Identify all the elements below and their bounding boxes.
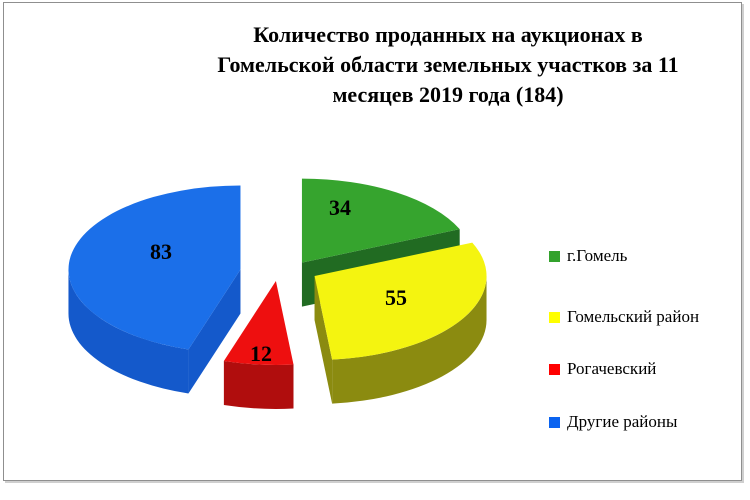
chart-title-line-2: Гомельской области земельных участков за… bbox=[217, 52, 679, 77]
slice-value-label: 55 bbox=[385, 285, 407, 310]
chart-title-line-3: месяцев 2019 года (184) bbox=[332, 82, 564, 107]
pie-slice-1 bbox=[314, 242, 487, 404]
slice-top bbox=[314, 242, 487, 360]
chart-title-line-1: Количество проданных на аукционах в bbox=[253, 22, 643, 47]
slice-rim bbox=[68, 269, 189, 394]
slice-value-label: 34 bbox=[329, 195, 351, 220]
slice-value-label: 83 bbox=[150, 239, 172, 264]
slice-cut-face bbox=[314, 276, 333, 404]
slice-top bbox=[223, 280, 294, 365]
slice-value-label: 12 bbox=[250, 341, 272, 366]
slice-top bbox=[68, 185, 241, 350]
chart-title: Количество проданных на аукционах в Гоме… bbox=[148, 20, 748, 110]
slice-top bbox=[301, 178, 460, 263]
slice-rim bbox=[332, 276, 487, 404]
pie-slice-2 bbox=[223, 280, 294, 409]
slice-rim bbox=[223, 361, 294, 409]
pie-slice-3 bbox=[68, 185, 241, 394]
slice-cut-face bbox=[188, 269, 241, 394]
